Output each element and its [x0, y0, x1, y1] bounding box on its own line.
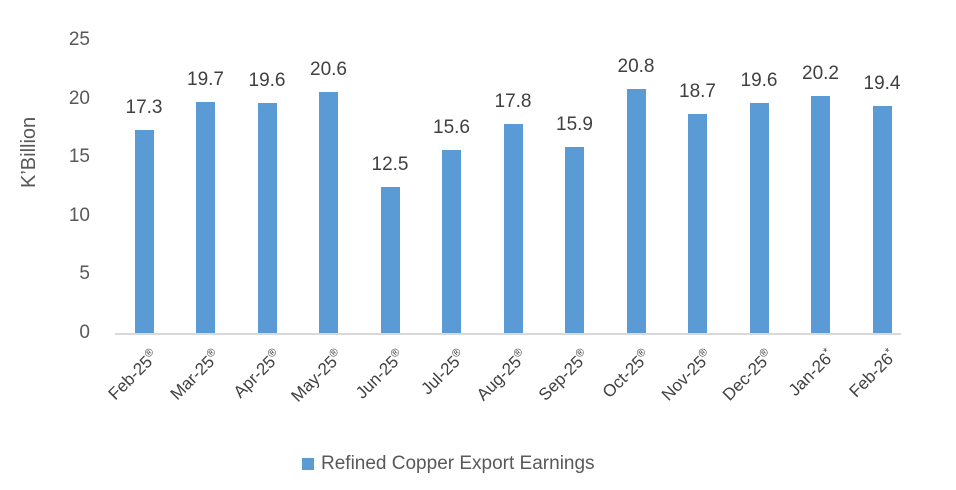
bar [196, 102, 215, 333]
x-tick-label: Jun-25® [351, 346, 403, 403]
x-tick-label: Dec-25® [718, 346, 772, 405]
data-label: 17.3 [125, 97, 163, 119]
data-label: 15.9 [556, 113, 593, 135]
data-label: 19.4 [863, 72, 901, 94]
bar [442, 150, 461, 333]
y-axis-title: K’Billion [18, 116, 40, 188]
y-tick-label: 0 [79, 322, 90, 343]
x-tick-label: Mar-25® [166, 346, 218, 404]
legend-label: Refined Copper Export Earnings [321, 453, 595, 474]
x-tick-label: Feb-26* [845, 346, 897, 402]
x-tick-label: Jan-26* [785, 346, 836, 400]
data-label: 18.7 [679, 80, 716, 102]
bar [565, 146, 584, 333]
data-label: 15.6 [433, 117, 470, 139]
x-tick-label: Nov-25® [657, 346, 710, 405]
x-tick-label: Apr-25® [229, 346, 280, 402]
bar [503, 124, 523, 333]
data-label: 19.6 [248, 70, 286, 92]
bar [319, 91, 338, 333]
y-tick-label: 20 [68, 87, 90, 109]
legend: Refined Copper Export Earnings [302, 453, 595, 475]
y-tick-label: 25 [68, 29, 90, 50]
y-tick-label: 5 [79, 263, 90, 285]
x-tick-label: May-25® [287, 346, 341, 406]
bar [749, 103, 769, 333]
x-axis-line [115, 333, 901, 335]
bar [811, 96, 830, 333]
bar [688, 113, 707, 333]
x-tick-label: Jul-25® [417, 346, 464, 399]
x-tick-label: Sep-25® [534, 346, 587, 405]
y-tick-label: 15 [68, 146, 90, 168]
x-tick-label: Oct-25® [598, 346, 649, 402]
data-label: 17.8 [494, 91, 532, 113]
bar [380, 186, 400, 333]
legend-swatch-icon [302, 458, 314, 470]
data-label: 19.6 [740, 70, 778, 92]
bar [626, 89, 646, 333]
x-tick-label: Feb-25® [104, 346, 157, 404]
data-label: 19.7 [187, 69, 224, 91]
data-label: 20.2 [802, 63, 839, 85]
y-tick-label: 10 [68, 204, 90, 226]
x-tick-label: Aug-25® [472, 346, 526, 405]
data-label: 20.6 [310, 58, 347, 80]
data-label: 12.5 [371, 153, 409, 175]
data-label: 20.8 [617, 56, 655, 78]
bar [257, 103, 277, 333]
bar [134, 130, 154, 333]
bar [872, 105, 892, 333]
